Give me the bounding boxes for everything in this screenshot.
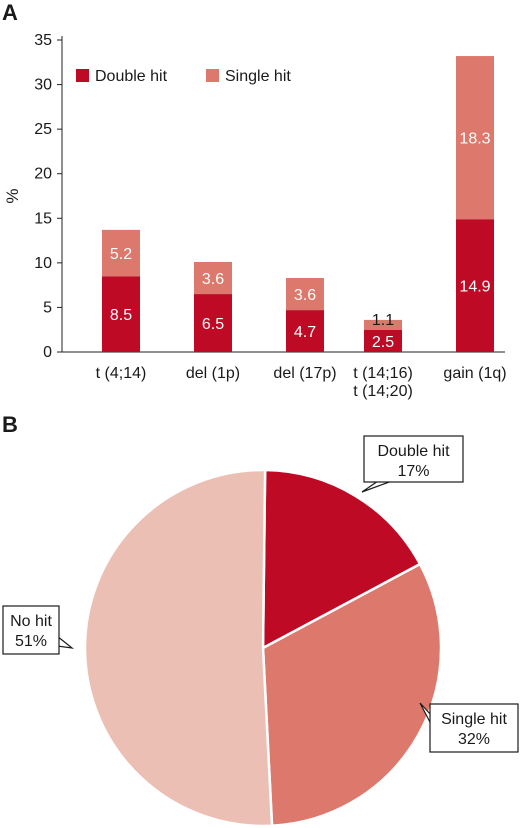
pie-slice-single-hit [261, 562, 443, 828]
bar-double-hit [102, 276, 140, 352]
callout-double-hit: Double hit 17% [361, 435, 464, 493]
callout-label-single-hit: Single hit [441, 711, 507, 728]
y-tick-label: 20 [34, 166, 52, 183]
bar-double-hit [286, 310, 324, 352]
callout-label-double-hit: Double hit [377, 443, 450, 460]
x-tick-label: t (4;14) [96, 365, 147, 382]
legend-swatch-double-hit [76, 69, 89, 82]
x-tick-label: t (14;20) [353, 383, 413, 400]
y-tick-label: 25 [34, 121, 52, 138]
callout-pointer [361, 480, 393, 493]
bar-double-hit [456, 219, 494, 352]
stacked-bar-chart: 0 5 10 15 20 25 30 35% 8.5 5.2 t (4;14) 6.5 3.6 del (… [3, 32, 507, 400]
y-axis-label: % [3, 188, 22, 203]
pie-slice-double-hit [261, 468, 422, 651]
bar-single-hit [194, 261, 232, 295]
panel-a-label: A [2, 0, 18, 25]
callout-value-single-hit: 32% [458, 731, 490, 748]
data-label-single-hit: 18.3 [459, 131, 490, 148]
y-tick-label: 0 [43, 344, 52, 361]
data-label-double-hit: 2.5 [372, 334, 394, 351]
y-tick-label: 30 [34, 77, 52, 94]
callout-no-hit: No hit 51% [2, 605, 75, 655]
callout-value-no-hit: 51% [15, 633, 47, 650]
data-label-double-hit: 14.9 [459, 279, 490, 296]
y-tick-label: 15 [34, 210, 52, 227]
x-tick-label: t (14;16) [353, 365, 413, 382]
y-tick-label: 35 [34, 32, 52, 49]
x-tick-label: del (17p) [273, 365, 336, 382]
panel-b-label: B [2, 412, 18, 437]
callout-value-double-hit: 17% [397, 463, 429, 480]
legend-label-double-hit: Double hit [95, 68, 168, 85]
bar-double-hit [364, 329, 402, 352]
legend-label-single-hit: Single hit [225, 68, 291, 85]
callout-single-hit: Single hit 32% [419, 702, 519, 753]
bar-double-hit [194, 294, 232, 352]
data-label-double-hit: 6.5 [202, 316, 224, 333]
bar-single-hit [102, 229, 140, 277]
bar-single-hit [456, 56, 494, 220]
legend-swatch-single-hit [206, 69, 219, 82]
y-tick-label: 10 [34, 255, 52, 272]
data-label-single-hit: 5.2 [110, 246, 132, 263]
data-label-single-hit: 1.1 [372, 312, 394, 329]
callout-box [429, 703, 519, 753]
data-label-double-hit: 4.7 [294, 324, 316, 341]
x-tick-label: gain (1q) [443, 365, 506, 382]
callout-box [2, 605, 60, 655]
data-label-single-hit: 3.6 [202, 271, 224, 288]
bar-single-hit [364, 319, 402, 330]
x-tick-label: del (1p) [186, 365, 240, 382]
bar-single-hit [286, 278, 324, 311]
y-tick-label: 5 [43, 299, 52, 316]
data-label-single-hit: 3.6 [294, 287, 316, 304]
pie-slice-no-hit [83, 468, 274, 828]
callout-box [363, 435, 464, 483]
data-label-double-hit: 8.5 [110, 307, 132, 324]
pie-chart: Double hit 17% Single hit 32% No hit 51% [2, 435, 519, 828]
callout-label-no-hit: No hit [10, 613, 52, 630]
